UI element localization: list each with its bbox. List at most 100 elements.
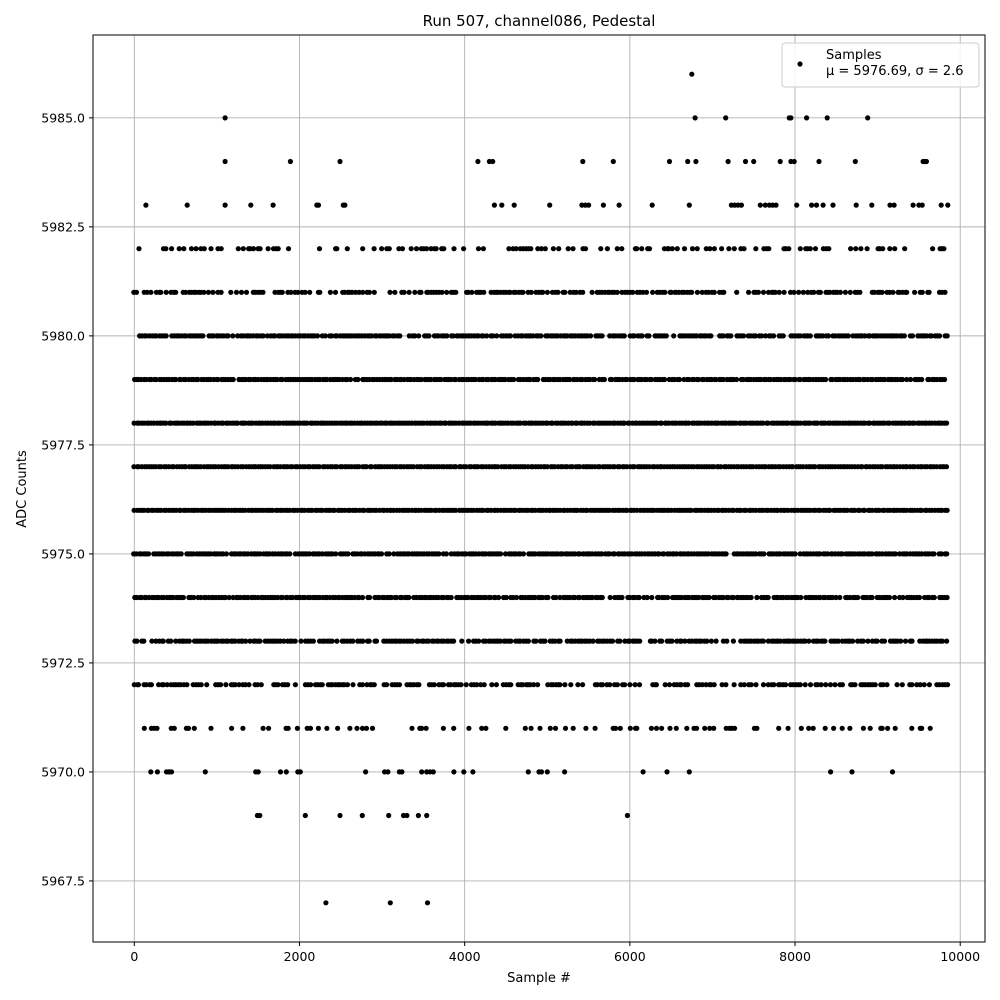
data-point: [184, 682, 190, 688]
data-point: [499, 202, 505, 208]
data-point: [547, 202, 553, 208]
data-point: [945, 202, 951, 208]
data-point: [451, 725, 457, 731]
data-point: [363, 464, 370, 470]
data-point: [879, 289, 885, 295]
data-point: [544, 769, 550, 775]
data-point: [730, 638, 737, 644]
data-point: [711, 725, 717, 731]
data-point: [497, 551, 504, 557]
data-point: [354, 725, 360, 731]
data-point: [483, 725, 489, 731]
data-point: [887, 246, 893, 252]
data-point: [503, 594, 509, 601]
data-point: [360, 638, 366, 644]
data-point: [754, 594, 760, 601]
data-point: [359, 682, 366, 688]
data-point: [892, 594, 898, 601]
data-point: [754, 725, 760, 731]
data-point: [481, 682, 487, 688]
data-point: [164, 682, 170, 688]
data-point: [287, 551, 293, 557]
data-point: [649, 202, 655, 208]
data-point: [327, 289, 333, 295]
data-point: [702, 725, 708, 731]
data-point: [814, 420, 821, 426]
data-point: [831, 725, 837, 731]
data-point: [489, 682, 495, 688]
data-point: [898, 638, 904, 644]
data-point: [607, 682, 613, 688]
data-point: [685, 158, 691, 165]
data-point: [479, 725, 485, 731]
data-point: [909, 725, 915, 731]
data-point: [741, 246, 747, 252]
data-point: [332, 289, 339, 295]
data-point: [450, 333, 456, 339]
data-point: [538, 333, 544, 339]
data-point: [508, 682, 514, 688]
data-point: [163, 246, 169, 252]
data-point: [762, 202, 768, 208]
data-point: [359, 812, 365, 819]
data-point: [517, 420, 523, 426]
x-axis-label: Sample #: [507, 971, 571, 986]
data-point: [627, 682, 633, 688]
data-point: [616, 202, 622, 208]
data-point: [173, 289, 179, 295]
data-point: [859, 464, 865, 470]
data-point: [704, 638, 710, 644]
data-point: [773, 202, 779, 208]
data-point: [649, 594, 655, 601]
data-point: [634, 246, 640, 252]
data-point: [746, 289, 752, 295]
data-point: [619, 246, 625, 252]
data-point: [798, 725, 804, 731]
data-point: [315, 725, 321, 731]
data-point: [371, 289, 377, 295]
data-point: [491, 202, 497, 208]
data-point: [732, 725, 738, 731]
data-point: [861, 507, 868, 513]
data-point: [671, 333, 677, 339]
data-point: [719, 682, 725, 688]
data-point: [728, 333, 734, 339]
data-point: [916, 594, 923, 601]
data-point: [425, 638, 431, 644]
data-point: [235, 420, 241, 426]
data-point: [350, 638, 356, 644]
data-point: [723, 551, 729, 557]
data-point: [480, 507, 486, 513]
data-point: [298, 638, 304, 644]
data-point: [158, 289, 164, 295]
data-point: [250, 246, 257, 252]
data-point: [163, 420, 169, 426]
data-point: [780, 333, 786, 339]
data-point: [807, 420, 813, 426]
data-point: [173, 638, 179, 644]
data-point: [813, 202, 820, 208]
data-point: [766, 246, 772, 252]
data-point: [469, 289, 475, 295]
data-point: [453, 289, 459, 295]
data-point: [208, 246, 214, 252]
data-point: [294, 725, 300, 731]
data-point: [869, 202, 875, 208]
data-point: [553, 594, 559, 601]
data-point: [733, 376, 740, 383]
plot-frame: [92, 34, 986, 943]
data-point: [494, 333, 500, 339]
data-point: [686, 420, 692, 426]
data-point: [619, 594, 625, 601]
legend-entry-series: Samples: [826, 48, 882, 63]
data-point: [297, 769, 303, 775]
data-point: [443, 551, 449, 557]
data-point: [466, 725, 472, 731]
data-point: [565, 246, 571, 252]
data-point: [173, 376, 179, 383]
data-point: [525, 769, 531, 775]
data-point: [580, 158, 586, 165]
data-point: [183, 289, 189, 295]
data-point: [823, 376, 829, 383]
data-point: [644, 594, 650, 601]
